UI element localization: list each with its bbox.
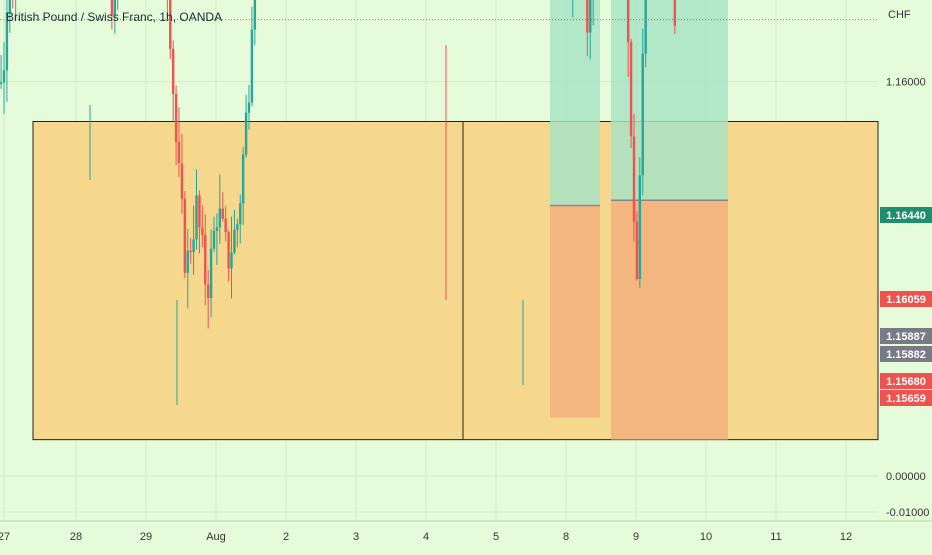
chart-title: British Pound / Swiss Franc, 1h, OANDA xyxy=(6,10,223,24)
candle-body xyxy=(8,0,12,13)
position-stop-zone xyxy=(611,200,728,440)
candle-body xyxy=(638,175,642,279)
axis-currency: CHF xyxy=(888,9,911,21)
price-axis-bg xyxy=(880,0,932,550)
candle-body xyxy=(247,102,251,113)
candle-body xyxy=(186,250,189,273)
price-badge-label: 1.16059 xyxy=(886,294,926,306)
candle-body xyxy=(209,248,213,299)
candle-body xyxy=(189,250,192,253)
candle-body xyxy=(212,230,216,249)
candle-body xyxy=(589,0,592,33)
candle-body xyxy=(586,0,589,33)
candle-body xyxy=(253,0,257,30)
candle-body xyxy=(201,227,204,235)
position-stop-zone xyxy=(550,205,600,418)
price-badge xyxy=(880,328,932,344)
candle-body xyxy=(233,229,236,253)
x-tick-label: 5 xyxy=(493,531,499,543)
candle-body xyxy=(644,0,647,54)
candle-body xyxy=(2,70,6,83)
candle-body xyxy=(227,232,230,269)
candle-body xyxy=(177,142,181,164)
candle-body xyxy=(174,93,178,143)
position-target-zone xyxy=(550,0,600,206)
x-tick-label: 11 xyxy=(770,531,781,543)
price-badge-label: 1.15680 xyxy=(886,376,926,388)
candle-body xyxy=(206,284,210,299)
time-axis-bg xyxy=(0,521,932,550)
price-badge-label: 1.16440 xyxy=(886,210,926,222)
candle-body xyxy=(635,221,639,279)
candle-body xyxy=(215,227,219,231)
axis-corner[interactable] xyxy=(880,530,932,550)
candle-body xyxy=(169,0,172,49)
candle-body xyxy=(673,0,677,26)
price-badge xyxy=(880,346,932,362)
candles xyxy=(0,0,878,405)
candle-body xyxy=(632,136,636,222)
candle-body xyxy=(239,203,242,225)
candle-body xyxy=(230,252,233,269)
x-tick-label: 9 xyxy=(633,531,639,543)
x-tick-label: 4 xyxy=(423,531,429,543)
x-tick-label: Aug xyxy=(206,531,226,543)
x-tick-label: 2 xyxy=(283,531,289,543)
candle-body xyxy=(221,208,224,219)
candle-body xyxy=(198,195,201,228)
candle-body xyxy=(641,53,644,176)
candle-body xyxy=(244,112,248,155)
price-badge-label: 1.15882 xyxy=(886,349,926,361)
price-badge xyxy=(880,291,932,307)
x-tick-label: 3 xyxy=(353,531,359,543)
price-badge xyxy=(880,207,932,223)
candle-body xyxy=(241,154,245,204)
price-badge-label: 1.15887 xyxy=(886,331,926,343)
price-badge xyxy=(880,390,932,406)
candle-body xyxy=(626,0,630,43)
support-zone-rect xyxy=(32,121,879,441)
y-tick-label: -0.01000 xyxy=(886,507,929,519)
x-tick-label: 28 xyxy=(70,531,82,543)
x-tick-label: 27 xyxy=(0,531,10,543)
candle-body xyxy=(195,195,198,240)
x-tick-label: 29 xyxy=(140,531,152,543)
candle-body xyxy=(250,29,254,103)
candle-body xyxy=(110,0,114,16)
x-tick-label: 8 xyxy=(563,531,569,543)
price-badge xyxy=(880,373,932,389)
candle-body xyxy=(218,208,222,228)
price-badge-label: 1.15659 xyxy=(886,393,926,405)
candle-body xyxy=(5,12,9,71)
candle-body xyxy=(0,82,3,85)
x-tick-label: 12 xyxy=(840,531,852,543)
y-tick-label: 0.00000 xyxy=(886,471,926,483)
candle-body xyxy=(183,198,187,273)
candle-body xyxy=(113,0,117,16)
support-zone xyxy=(32,121,879,441)
candle-body xyxy=(171,48,175,94)
y-tick-label: 1.16000 xyxy=(886,77,926,89)
candle-body xyxy=(224,218,227,233)
candle-body xyxy=(180,163,184,199)
candle-body xyxy=(236,224,239,230)
candle-body xyxy=(192,239,195,253)
x-tick-label: 10 xyxy=(700,531,712,543)
candle-body xyxy=(204,234,207,285)
candle-body xyxy=(629,42,633,137)
